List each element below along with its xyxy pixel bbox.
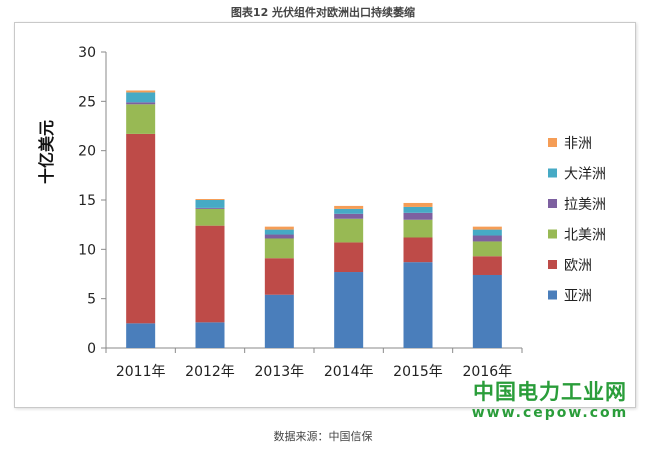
x-axis: 2011年 2012年 2013年 2014年 2015年 2016年: [105, 347, 523, 380]
bar-segment-亚洲: [195, 322, 225, 348]
bar-segment-大洋洲: [472, 229, 502, 236]
legend-swatch: [548, 260, 557, 269]
legend-label: 欧洲: [564, 258, 592, 274]
bar-segment-非洲: [126, 90, 156, 93]
x-tick-label: 2013年: [255, 364, 305, 380]
x-tick-label: 2011年: [116, 364, 166, 380]
legend-swatch: [548, 168, 557, 178]
legend-label: 拉美洲: [564, 197, 606, 213]
legend-label: 亚洲: [564, 289, 592, 305]
figure-title: 图表12 光伏组件对欧洲出口持续萎缩: [230, 6, 416, 19]
bar-segment-亚洲: [126, 323, 156, 348]
y-axis-title: 十亿美元: [37, 120, 56, 184]
bar-segment-欧洲: [334, 242, 364, 273]
bar-segment-非洲: [472, 226, 502, 230]
x-tick-label: 2016年: [463, 364, 513, 380]
watermark-name: 中国电力工业网: [473, 380, 627, 404]
bar-segment-拉美洲: [472, 235, 502, 242]
y-tick-label: 0: [87, 341, 96, 357]
bar-segment-欧洲: [403, 237, 433, 263]
legend-swatch: [548, 290, 557, 300]
bar-segment-非洲: [195, 199, 225, 200]
bar-segment-拉美洲: [195, 207, 225, 209]
bar-segment-大洋洲: [126, 92, 156, 103]
y-axis: 0 5 10 15 20 25 30 十亿美元: [37, 45, 107, 357]
legend-swatch: [548, 138, 557, 147]
y-tick-label: 30: [78, 45, 96, 61]
y-tick-label: 15: [78, 193, 96, 209]
bar-segment-大洋洲: [403, 206, 433, 213]
bar-segment-欧洲: [126, 133, 156, 324]
bar-segment-非洲: [403, 202, 433, 207]
legend-label: 非洲: [564, 136, 592, 152]
bar-segment-非洲: [264, 226, 294, 230]
bar-segment-拉美洲: [264, 234, 294, 239]
bar-segment-欧洲: [264, 258, 294, 295]
bar-segment-拉美洲: [126, 102, 156, 105]
y-tick-label: 5: [87, 292, 96, 308]
bar-segment-大洋洲: [264, 229, 294, 235]
bar-segment-北美洲: [195, 208, 225, 226]
data-source: 数据来源：中国信保: [273, 430, 373, 443]
bar-segment-非洲: [334, 205, 364, 209]
bar-segment-欧洲: [472, 256, 502, 275]
bar-segment-亚洲: [334, 272, 364, 348]
bar-segment-北美洲: [403, 219, 433, 238]
legend-swatch: [548, 199, 557, 208]
x-tick-label: 2012年: [185, 364, 235, 380]
bars: [126, 90, 502, 348]
y-tick-label: 10: [78, 242, 96, 258]
legend-label: 北美洲: [564, 228, 606, 244]
bar-segment-北美洲: [126, 104, 156, 134]
bar-segment-拉美洲: [334, 213, 364, 219]
bar-segment-北美洲: [472, 241, 502, 257]
bar-segment-大洋洲: [334, 208, 364, 214]
watermark: 中国电力工业网 www.cepow.com: [462, 380, 638, 422]
y-tick-label: 20: [78, 144, 96, 160]
legend-swatch: [548, 229, 557, 239]
bar-segment-亚洲: [403, 262, 433, 348]
chart-frame: [14, 22, 636, 408]
x-tick-label: 2014年: [324, 364, 374, 380]
watermark-url: www.cepow.com: [471, 405, 629, 421]
bar-segment-拉美洲: [403, 212, 433, 220]
x-tick-label: 2015年: [393, 364, 443, 380]
bar-segment-大洋洲: [195, 200, 225, 208]
bar-segment-北美洲: [334, 218, 364, 243]
y-tick-label: 25: [78, 94, 96, 110]
bar-segment-亚洲: [264, 294, 294, 348]
bar-segment-北美洲: [264, 238, 294, 259]
legend-label: 大洋洲: [564, 167, 606, 183]
bar-segment-亚洲: [472, 274, 502, 348]
bar-segment-欧洲: [195, 225, 225, 323]
